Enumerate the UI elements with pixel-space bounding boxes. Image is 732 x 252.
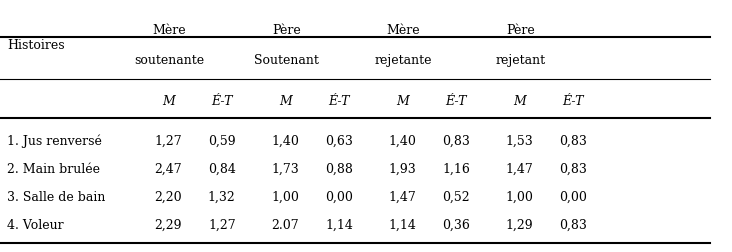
Text: 1,32: 1,32 <box>506 250 534 252</box>
Text: 1,73: 1,73 <box>272 162 299 175</box>
Text: 4. Voleur: 4. Voleur <box>7 218 64 231</box>
Text: M: M <box>396 94 409 107</box>
Text: 0,84: 0,84 <box>208 162 236 175</box>
Text: Mère: Mère <box>386 24 420 37</box>
Text: 2. Main brulée: 2. Main brulée <box>7 162 100 175</box>
Text: 0,54: 0,54 <box>442 250 470 252</box>
Text: 0,52: 0,52 <box>325 250 353 252</box>
Text: rejetant: rejetant <box>496 54 545 67</box>
Text: 1. Jus renversé: 1. Jus renversé <box>7 134 102 148</box>
Text: 0,83: 0,83 <box>442 135 470 148</box>
Text: É-T: É-T <box>211 94 233 107</box>
Text: 1,27: 1,27 <box>154 135 182 148</box>
Text: 0,63: 0,63 <box>325 135 353 148</box>
Text: 1,47: 1,47 <box>389 190 417 203</box>
Text: 1,16: 1,16 <box>442 162 470 175</box>
Text: 1,40: 1,40 <box>272 135 299 148</box>
Text: 1,53: 1,53 <box>506 135 534 148</box>
Text: 2,47: 2,47 <box>154 162 182 175</box>
Text: 0,83: 0,83 <box>559 135 587 148</box>
Text: 2.07: 2.07 <box>272 218 299 231</box>
Text: 0,83: 0,83 <box>559 218 587 231</box>
Text: 1,00: 1,00 <box>506 190 534 203</box>
Text: M: M <box>162 94 175 107</box>
Text: Soutenant: Soutenant <box>254 54 318 67</box>
Text: 0,83: 0,83 <box>559 162 587 175</box>
Text: É-T: É-T <box>445 94 467 107</box>
Text: É-T: É-T <box>562 94 584 107</box>
Text: soutenante: soutenante <box>134 54 204 67</box>
Text: 1,40: 1,40 <box>389 135 417 148</box>
Text: M: M <box>279 94 292 107</box>
Text: Mère: Mère <box>152 24 186 37</box>
Text: 0,71: 0,71 <box>208 250 236 252</box>
Text: Total: Total <box>7 250 39 252</box>
Text: 0,88: 0,88 <box>325 162 353 175</box>
Text: 0,36: 0,36 <box>442 218 470 231</box>
Text: Histoires: Histoires <box>7 39 65 52</box>
Text: 1,32: 1,32 <box>208 190 236 203</box>
Text: Père: Père <box>272 24 301 37</box>
Text: 1,14: 1,14 <box>325 218 353 231</box>
Text: rejetante: rejetante <box>375 54 432 67</box>
Text: 0,00: 0,00 <box>325 190 353 203</box>
Text: 1,93: 1,93 <box>389 162 417 175</box>
Text: 1,00: 1,00 <box>272 190 299 203</box>
Text: 0,49: 0,49 <box>559 250 587 252</box>
Text: 2,29: 2,29 <box>154 218 182 231</box>
Text: 1,68: 1,68 <box>272 250 299 252</box>
Text: 1,27: 1,27 <box>208 218 236 231</box>
Text: 0,00: 0,00 <box>559 190 587 203</box>
Text: 1,49: 1,49 <box>389 250 417 252</box>
Text: 1,47: 1,47 <box>506 162 534 175</box>
Text: 0,52: 0,52 <box>442 190 470 203</box>
Text: 0,59: 0,59 <box>208 135 236 148</box>
Text: 2,20: 2,20 <box>154 190 182 203</box>
Text: 3. Salle de bain: 3. Salle de bain <box>7 190 105 203</box>
Text: É-T: É-T <box>328 94 350 107</box>
Text: M: M <box>513 94 526 107</box>
Text: 2,05: 2,05 <box>154 250 182 252</box>
Text: 1,29: 1,29 <box>506 218 534 231</box>
Text: 1,14: 1,14 <box>389 218 417 231</box>
Text: Père: Père <box>506 24 535 37</box>
